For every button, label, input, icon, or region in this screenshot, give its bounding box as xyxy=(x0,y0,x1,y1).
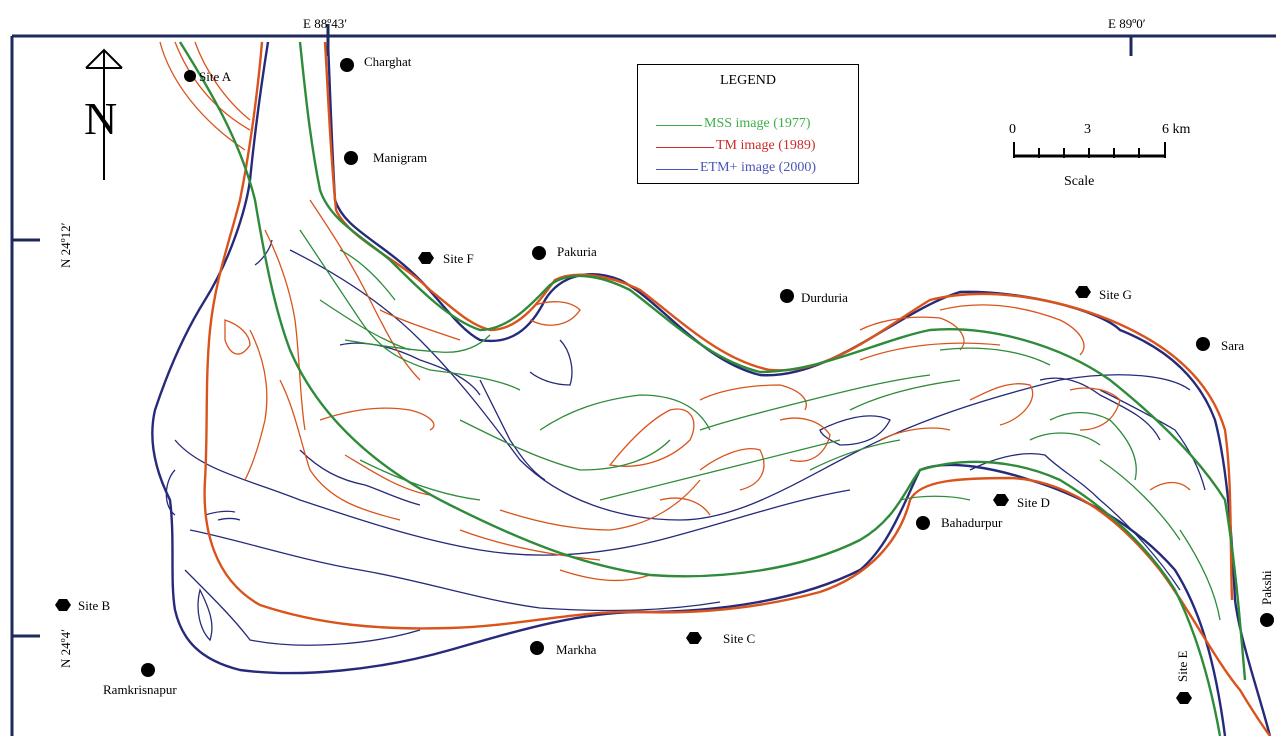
legend-item-etm: ETM+ image (2000) xyxy=(656,159,816,177)
mss-channel xyxy=(178,41,1247,736)
map-frame xyxy=(10,24,1276,736)
tm-channel xyxy=(159,41,1271,736)
durduria-marker xyxy=(780,289,794,303)
manigram-marker xyxy=(344,151,358,165)
place-label-pakuria: Pakuria xyxy=(557,244,597,259)
site-b-marker xyxy=(55,599,71,611)
site-c-marker xyxy=(686,632,702,644)
pakuria-marker xyxy=(532,246,546,260)
markha-marker xyxy=(530,641,544,655)
place-label-sara: Sara xyxy=(1221,338,1244,353)
place-label-bahadurpur: Bahadurpur xyxy=(941,515,1003,530)
legend-label-tm: TM image (1989) xyxy=(716,138,816,153)
site-e-marker xyxy=(1176,692,1192,704)
pakshi-marker xyxy=(1260,613,1274,627)
place-label-charghat: Charghat xyxy=(364,54,412,69)
place-label-site-d: Site D xyxy=(1017,495,1050,510)
ramkrisnapur-marker xyxy=(141,663,155,677)
place-label-site-g: Site G xyxy=(1099,287,1132,302)
legend-label-mss: MSS image (1977) xyxy=(704,116,811,131)
north-arrow-icon: N xyxy=(84,48,123,180)
coord-left-upper: N 24º12′ xyxy=(58,222,73,268)
site-f-marker xyxy=(418,252,434,264)
place-label-site-c: Site C xyxy=(723,631,755,646)
coord-top-left: E 88º43′ xyxy=(303,16,347,31)
legend-title: LEGEND xyxy=(720,73,776,88)
charghat-marker xyxy=(340,58,354,72)
bahadurpur-marker xyxy=(916,516,930,530)
legend-swatch-tm xyxy=(656,146,714,148)
place-label-ramkrisnapur: Ramkrisnapur xyxy=(103,682,177,697)
legend: LEGEND MSS image (1977) TM image (1989) … xyxy=(637,64,859,184)
place-labels: Site A Charghat Manigram Site F Pakuria … xyxy=(78,54,1274,697)
legend-label-etm: ETM+ image (2000) xyxy=(700,160,816,175)
place-label-site-a: Site A xyxy=(199,69,232,84)
legend-item-mss: MSS image (1977) xyxy=(656,115,811,133)
place-markers xyxy=(55,58,1274,704)
north-label: N xyxy=(84,93,117,144)
sara-marker xyxy=(1196,337,1210,351)
legend-swatch-etm xyxy=(656,168,698,170)
place-label-site-f: Site F xyxy=(443,251,474,266)
site-d-marker xyxy=(993,494,1009,506)
place-label-manigram: Manigram xyxy=(373,150,427,165)
site-g-marker xyxy=(1075,286,1091,298)
scale-tick-6km: 6 km xyxy=(1162,122,1191,137)
scale-tick-0: 0 xyxy=(1009,122,1016,137)
scale-bar xyxy=(1013,142,1166,158)
etm-channel xyxy=(151,41,1272,736)
place-label-site-e: Site E xyxy=(1175,651,1190,682)
legend-item-tm: TM image (1989) xyxy=(656,137,816,155)
site-a-marker xyxy=(184,70,196,82)
place-label-pakshi: Pakshi xyxy=(1259,570,1274,605)
scale-tick-3: 3 xyxy=(1084,122,1091,137)
coord-left-lower: N 24º4′ xyxy=(58,629,73,668)
legend-swatch-mss xyxy=(656,124,702,126)
place-label-site-b: Site B xyxy=(78,598,110,613)
scale-title: Scale xyxy=(1064,174,1095,189)
coord-top-right: E 89º0′ xyxy=(1108,16,1146,31)
place-label-markha: Markha xyxy=(556,642,597,657)
place-label-durduria: Durduria xyxy=(801,290,848,305)
